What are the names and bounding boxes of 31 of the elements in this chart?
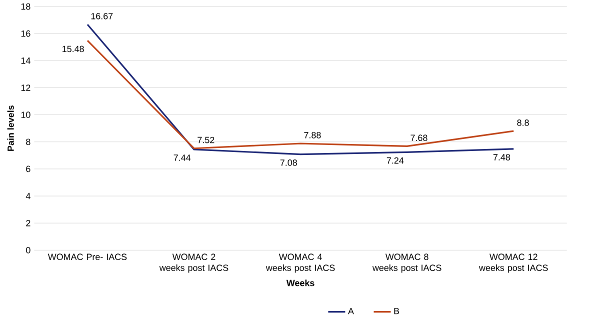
- y-tick-label: 14: [21, 57, 30, 64]
- data-label: 7.08: [280, 159, 297, 166]
- y-tick-label: 18: [21, 3, 30, 10]
- legend-label: B: [394, 308, 400, 314]
- data-label: 8.8: [517, 119, 529, 126]
- legend-label: A: [348, 308, 354, 314]
- data-label: 7.52: [198, 136, 214, 144]
- x-tick-label: WOMAC Pre- IACS: [48, 254, 127, 260]
- y-tick-label: 8: [26, 138, 30, 145]
- data-label: 7.48: [493, 154, 510, 160]
- y-tick-label: 0: [26, 246, 30, 254]
- x-tick-label: WOMAC 12 weeks post IACS: [478, 254, 548, 273]
- y-tick-label: 2: [26, 220, 30, 226]
- data-label: 7.44: [174, 154, 191, 161]
- line-series: [86, 40, 514, 150]
- line-series: [86, 24, 514, 155]
- data-label: 7.24: [386, 157, 404, 164]
- y-tick-label: 12: [21, 84, 30, 91]
- y-axis-title: Pain levels: [7, 105, 14, 151]
- x-tick-label: WOMAC 4 weeks post IACS: [266, 254, 335, 273]
- data-label: 7.88: [304, 132, 321, 138]
- x-tick-label: WOMAC 2 weeks post IACS: [159, 254, 228, 273]
- y-tick-label: 6: [26, 166, 30, 172]
- y-tick-label: 10: [21, 111, 30, 118]
- x-axis-title: Weeks: [286, 279, 314, 286]
- data-label: 7.68: [410, 134, 428, 141]
- y-tick-label: 16: [21, 30, 30, 37]
- y-tick-label: 4: [26, 192, 30, 199]
- data-label: 16.67: [91, 12, 113, 20]
- data-label: 15.48: [62, 46, 84, 52]
- x-tick-label: WOMAC 8 weeks post IACS: [372, 254, 442, 273]
